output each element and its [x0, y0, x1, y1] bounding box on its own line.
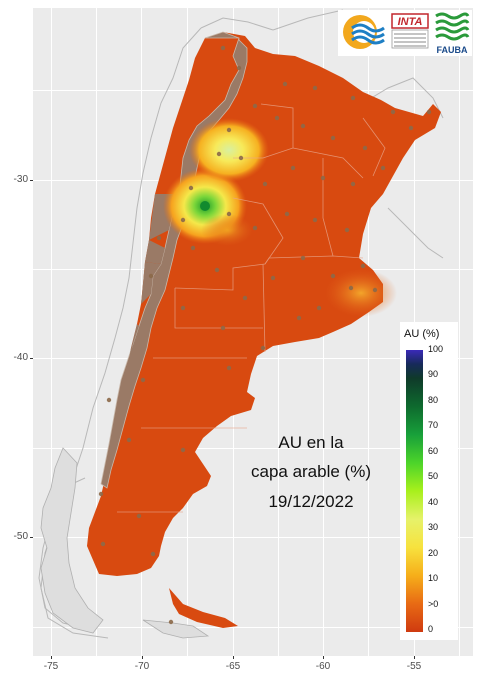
- legend-title: AU (%): [404, 328, 440, 340]
- map-title: AU en la capa arable (%) 19/12/2022: [226, 428, 396, 516]
- svg-text:FAUBA: FAUBA: [437, 45, 468, 55]
- tierra-del-fuego: [169, 588, 238, 628]
- weather-stations: [98, 45, 432, 625]
- legend-tick: 50: [428, 471, 439, 481]
- color-legend: AU (%) 100 90 80 70 60 50 40 30 20 10: [400, 322, 458, 640]
- inta-logo: INTA: [391, 13, 429, 49]
- legend-tick: 0: [428, 624, 434, 634]
- legend-tick: 20: [428, 548, 439, 558]
- y-tick-label: -50: [13, 531, 28, 542]
- chile-coast-islands: [40, 447, 210, 639]
- institution-logos: INTA FAUBA: [343, 12, 470, 55]
- legend-tick: >0: [428, 599, 439, 609]
- x-tick-label: -70: [134, 661, 150, 672]
- fauba-logo: FAUBA: [435, 12, 470, 55]
- legend-tick: 10: [428, 573, 439, 583]
- x-tick-label: -65: [225, 661, 241, 672]
- logos-box: INTA FAUBA: [338, 10, 472, 56]
- x-tick-label: -60: [315, 661, 331, 672]
- y-tick-label: -40: [13, 352, 28, 363]
- legend-color-bar: [406, 350, 423, 632]
- legend-tick: 100: [428, 344, 444, 354]
- y-tick-label: -30: [13, 174, 28, 185]
- legend-tick: 40: [428, 497, 439, 507]
- argentina-soil-water-map: [38, 9, 444, 639]
- x-tick-label: -55: [406, 661, 422, 672]
- wave-logo: [343, 15, 385, 49]
- legend-tick: 30: [428, 522, 439, 532]
- legend-tick: 60: [428, 446, 439, 456]
- map-title-line-1: AU en la: [278, 433, 344, 452]
- map-date: 19/12/2022: [268, 492, 354, 511]
- map-title-line-2: capa arable (%): [250, 462, 371, 481]
- legend-tick: 90: [428, 369, 439, 379]
- legend-tick: 80: [428, 395, 439, 405]
- x-tick-label: -75: [43, 661, 59, 672]
- legend-tick: 70: [428, 420, 439, 430]
- svg-text:INTA: INTA: [398, 16, 423, 28]
